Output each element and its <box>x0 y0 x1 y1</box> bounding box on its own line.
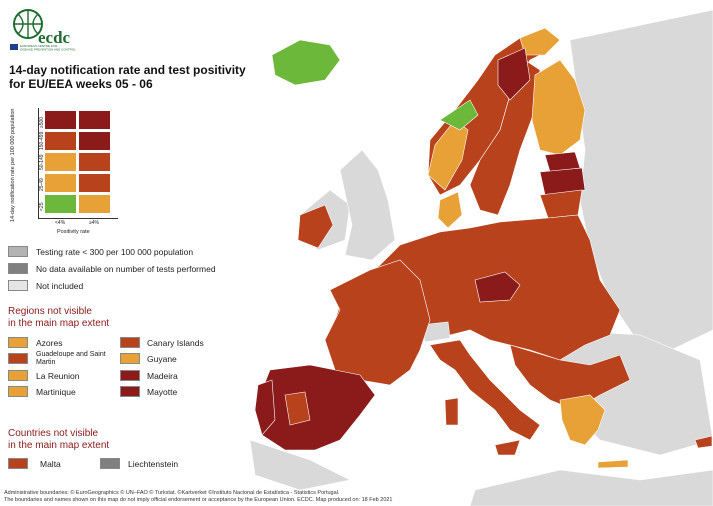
swatch-nodata <box>8 263 28 274</box>
non-eu-land <box>249 9 713 506</box>
col-label: ≥4% <box>89 220 99 226</box>
lithuania <box>539 189 583 219</box>
swatch-mayotte <box>120 386 140 397</box>
row-label: ≥500 <box>39 116 45 128</box>
grid-x-label: Positivity rate <box>57 229 90 235</box>
swatch-azores <box>8 337 28 348</box>
cell <box>44 173 77 193</box>
col-label: <4% <box>55 220 66 226</box>
grid-y-label: 14-day notification rate per 100 000 pop… <box>10 108 16 222</box>
legend-testing: Testing rate < 300 per 100 000 populatio… <box>36 247 194 257</box>
latvia <box>539 167 586 196</box>
finland <box>531 59 586 156</box>
cell <box>78 131 111 151</box>
france <box>324 259 431 386</box>
row-label: 50-149 <box>39 154 45 170</box>
czechia <box>474 271 521 303</box>
cell <box>44 152 77 172</box>
portugal <box>254 379 276 436</box>
map-title: 14-day notification rate and test positi… <box>9 63 246 91</box>
swatch-liechtenstein <box>100 458 120 469</box>
region-martinique: Martinique <box>36 387 76 397</box>
legend-matrix <box>44 110 112 216</box>
crete <box>597 459 629 469</box>
swatch-malta <box>8 458 28 469</box>
svg-text:EUROPEAN CENTRE FOR: EUROPEAN CENTRE FOR <box>20 44 58 48</box>
swatch-guyane <box>120 353 140 364</box>
balkans <box>509 344 631 411</box>
sardinia <box>444 397 459 426</box>
iceland <box>271 39 341 86</box>
region-guyane: Guyane <box>147 354 177 364</box>
swatch-martinique <box>8 386 28 397</box>
swatch-guadeloupe <box>8 353 28 364</box>
region-madeira: Madeira <box>147 371 178 381</box>
country-malta: Malta <box>40 459 61 469</box>
swatch-reunion <box>8 370 28 381</box>
swatch-notincluded <box>8 280 28 291</box>
region-canary: Canary Islands <box>147 338 204 348</box>
sicily <box>494 439 521 456</box>
sweden <box>469 59 541 216</box>
ireland <box>297 204 334 249</box>
cell <box>44 110 77 130</box>
logo-text: ecdc <box>38 28 71 47</box>
cell <box>78 110 111 130</box>
grid-axis-x <box>38 218 118 219</box>
footer-credits: Administrative boundaries: © EuroGeograp… <box>4 490 393 503</box>
legend-nodata: No data available on number of tests per… <box>36 264 216 274</box>
italy <box>429 339 541 441</box>
swatch-madeira <box>120 370 140 381</box>
cell <box>44 194 77 214</box>
svg-text:DISEASE PREVENTION AND CONTROL: DISEASE PREVENTION AND CONTROL <box>20 48 76 52</box>
countries-heading: Countries not visible in the main map ex… <box>8 428 110 451</box>
swatch-testing <box>8 246 28 257</box>
country-liechtenstein: Liechtenstein <box>128 459 179 469</box>
region-guadeloupe: Guadeloupe and Saint Martin <box>36 351 106 366</box>
row-label: 25-49 <box>39 178 45 191</box>
uk-ireland <box>339 149 396 261</box>
region-mayotte: Mayotte <box>147 387 178 397</box>
grid-axis-y <box>38 108 39 219</box>
greece <box>559 394 606 446</box>
spain <box>257 364 376 451</box>
row-label: <25 <box>39 202 45 211</box>
denmark <box>437 191 463 229</box>
cell <box>44 131 77 151</box>
legend-notincluded: Not included <box>36 281 84 291</box>
swatch-canary <box>120 337 140 348</box>
ecdc-logo: EUROPEAN CENTRE FOR DISEASE PREVENTION A… <box>10 9 76 52</box>
cell <box>78 152 111 172</box>
region-azores: Azores <box>36 338 63 348</box>
region-reunion: La Reunion <box>36 371 80 381</box>
cell <box>78 194 111 214</box>
row-label: 150-499 <box>39 131 45 150</box>
regions-heading: Regions not visible in the main map exte… <box>8 306 110 329</box>
cell <box>78 173 111 193</box>
cyprus <box>694 435 713 449</box>
